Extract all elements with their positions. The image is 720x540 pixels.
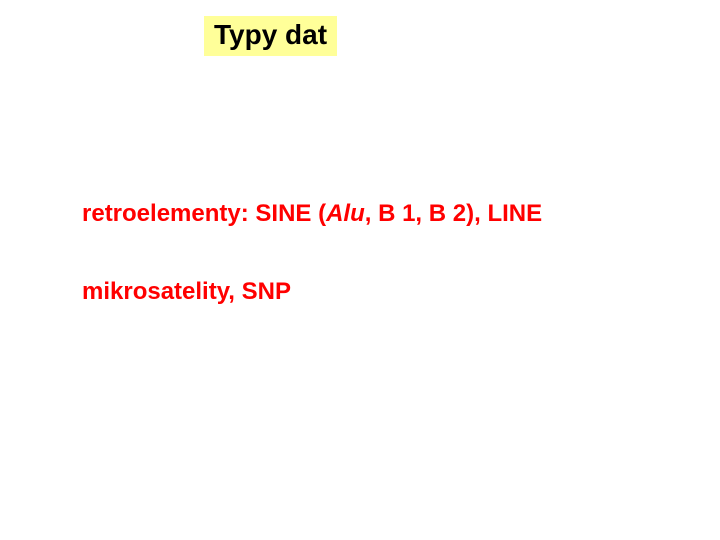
line1-suffix: , B 1, B 2), LINE (365, 200, 542, 227)
slide-title: Typy dat (204, 16, 337, 56)
content-line-2: mikrosatelity, SNP (82, 278, 291, 306)
slide: Typy dat retroelementy: SINE (Alu, B 1, … (0, 0, 720, 540)
line1-prefix: retroelementy: SINE ( (82, 200, 326, 227)
line2-text: mikrosatelity, SNP (82, 278, 291, 305)
line1-italic: Alu (326, 200, 365, 227)
content-line-1: retroelementy: SINE (Alu, B 1, B 2), LIN… (82, 200, 542, 228)
title-text: Typy dat (214, 19, 327, 50)
